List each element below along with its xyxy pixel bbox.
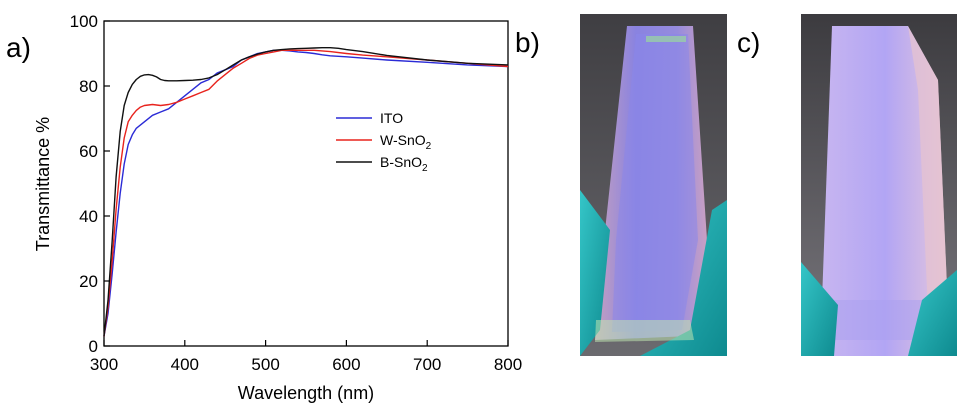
x-axis-title: Wavelength (nm) bbox=[238, 383, 374, 403]
y-tick-label: 20 bbox=[79, 272, 98, 291]
x-tick-label: 800 bbox=[494, 355, 522, 374]
series-line-ito bbox=[103, 49, 509, 337]
panel-label-c: c) bbox=[737, 27, 760, 58]
photo-c-glove-right bbox=[908, 270, 957, 356]
photo-b-glove-right bbox=[640, 200, 727, 356]
x-tick-label: 400 bbox=[171, 355, 199, 374]
y-tick-label: 40 bbox=[79, 207, 98, 226]
photo-c-glove-left bbox=[801, 262, 838, 356]
photo-b-coating bbox=[612, 34, 698, 332]
series-line-b-sno2 bbox=[103, 47, 509, 337]
panel-label-a: a) bbox=[6, 32, 31, 63]
photo-b bbox=[580, 14, 727, 356]
legend-label-subscript: 2 bbox=[426, 141, 432, 152]
tick-layer: 300 400 500 600 700 800 0 20 40 60 80 100 bbox=[70, 12, 523, 374]
x-tick-label: 600 bbox=[332, 355, 360, 374]
photo-c bbox=[801, 14, 957, 356]
x-tick-label: 700 bbox=[413, 355, 441, 374]
photo-c-glass-slide bbox=[820, 26, 950, 356]
photo-c-slide-edge bbox=[908, 26, 950, 356]
legend-label: B-SnO2 bbox=[380, 154, 428, 174]
y-tick-label: 80 bbox=[79, 77, 98, 96]
x-tick-label: 500 bbox=[251, 355, 279, 374]
transmittance-chart: 300 400 500 600 700 800 0 20 40 60 80 100 Wavelengt… bbox=[33, 12, 522, 403]
photo-b-slide-bottom-edge bbox=[595, 320, 694, 342]
y-tick-label: 100 bbox=[70, 12, 98, 31]
panel-label-b: b) bbox=[515, 27, 540, 58]
x-tick-label: 300 bbox=[90, 355, 118, 374]
y-tick-label: 0 bbox=[89, 337, 98, 356]
legend-label-text: W-SnO bbox=[380, 132, 426, 148]
y-axis-title: Transmittance % bbox=[33, 117, 53, 251]
photo-b-glove-left bbox=[580, 190, 610, 356]
y-tick-label: 60 bbox=[79, 142, 98, 161]
legend-label-text: ITO bbox=[380, 110, 403, 126]
legend-label: ITO bbox=[380, 110, 403, 126]
photo-c-pattern-stripes bbox=[828, 300, 932, 340]
legend-label: W-SnO2 bbox=[380, 132, 432, 152]
plot-frame bbox=[103, 20, 509, 347]
legend-label-text: B-SnO bbox=[380, 154, 422, 170]
photo-b-edge-highlight bbox=[646, 36, 686, 42]
series-layer bbox=[103, 47, 509, 337]
series-line-w-sno2 bbox=[103, 49, 509, 337]
legend-label-subscript: 2 bbox=[422, 163, 428, 174]
